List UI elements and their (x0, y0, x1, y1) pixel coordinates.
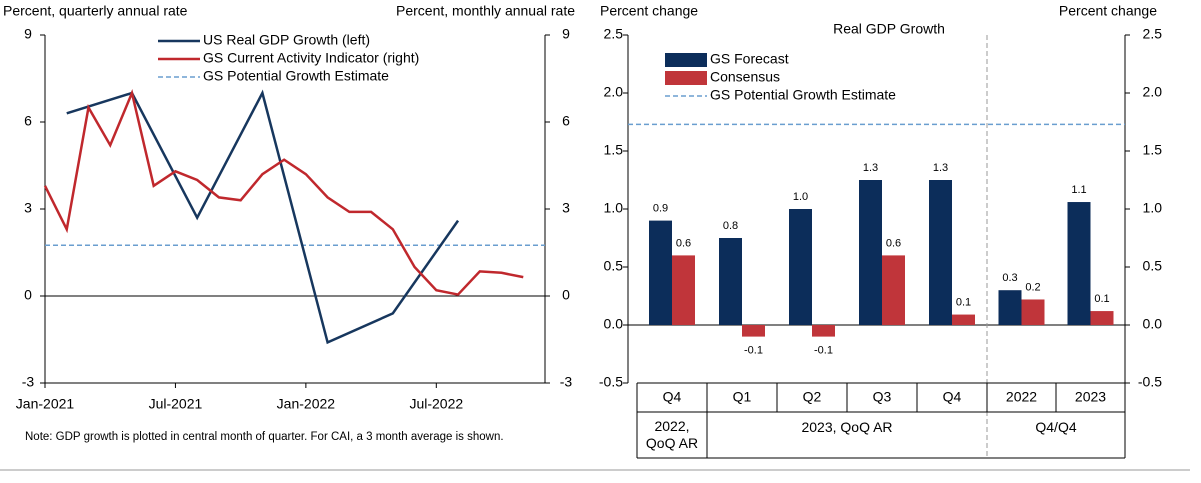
legend-label: GS Potential Growth Estimate (203, 68, 389, 84)
value-label: 0.9 (653, 203, 668, 215)
value-label: 0.3 (1002, 272, 1017, 284)
y-tick-label: 0 (24, 287, 32, 303)
series-line (66, 89, 460, 345)
value-label: 1.0 (793, 191, 808, 203)
bar (998, 290, 1022, 325)
value-label: 0.2 (1025, 281, 1040, 293)
bar (672, 255, 695, 325)
group-label-box: Q4/Q4 (1035, 419, 1077, 435)
bar (859, 180, 882, 325)
bar (1067, 202, 1091, 325)
value-label: -0.1 (814, 345, 833, 357)
x-tick-label: Q4 (663, 389, 682, 405)
y-axis-label-right: Percent, monthly annual rate (396, 3, 575, 19)
group-label: Q4/Q4 (1035, 419, 1077, 435)
y-axis-label-right: Percent change (1059, 3, 1157, 19)
y-tick-label: 2.5 (604, 26, 624, 42)
value-label: 0.6 (886, 237, 901, 249)
chart-title: Real GDP Growth (833, 21, 945, 37)
legend-label: GS Forecast (710, 51, 789, 67)
value-label: -0.1 (744, 345, 763, 357)
bar (882, 255, 905, 325)
y2-tick-label: 6 (562, 113, 570, 129)
legend-swatch (665, 53, 707, 67)
y-tick-label: 0.5 (604, 258, 624, 274)
group-label: 2023, QoQ AR (801, 419, 893, 435)
series-line (43, 88, 524, 296)
note: Note: GDP growth is plotted in central m… (25, 431, 504, 443)
x-tick-label: 2022 (1006, 389, 1037, 405)
bar (812, 325, 835, 337)
bar (789, 209, 812, 325)
group-label-box: 2022, QoQ AR (645, 418, 699, 451)
bar (952, 314, 975, 325)
legend-swatch (665, 71, 707, 85)
y2-tick-label: 1.0 (1143, 200, 1163, 216)
y2-tick-label: 0.5 (1143, 258, 1163, 274)
x-tick-label: 2023 (1075, 389, 1106, 405)
y2-tick-label: 2.5 (1143, 26, 1163, 42)
x-tick-label: Jul-2022 (409, 396, 463, 412)
y-tick-label: 3 (24, 200, 32, 216)
y-tick-label: -0.5 (599, 374, 623, 390)
y-axis-label-left: Percent, quarterly annual rate (3, 3, 188, 19)
y2-tick-label: -0.5 (1138, 374, 1162, 390)
x-tick-label: Jul-2021 (149, 396, 203, 412)
x-tick-label: Q4 (943, 389, 962, 405)
value-label: 1.3 (863, 162, 878, 174)
y-tick-label: 1.5 (604, 142, 624, 158)
bar (649, 220, 672, 325)
bar (1090, 311, 1114, 325)
value-label: 0.6 (676, 237, 691, 249)
y-tick-label: 2.0 (604, 84, 624, 100)
bar (742, 325, 765, 337)
value-label: 0.8 (723, 220, 738, 232)
x-tick-label: Q1 (733, 389, 752, 405)
value-label: 0.1 (956, 296, 971, 308)
bar (929, 180, 952, 325)
y-tick-label: 1.0 (604, 200, 624, 216)
y-tick-label: 9 (24, 26, 32, 42)
value-label: 0.1 (1094, 293, 1109, 305)
y2-tick-label: 2.0 (1143, 84, 1163, 100)
legend-label: US Real GDP Growth (left) (203, 32, 370, 48)
legend-label: GS Current Activity Indicator (right) (203, 50, 419, 66)
bar (719, 238, 742, 325)
y2-tick-label: 3 (562, 200, 570, 216)
group-label: 2022, QoQ AR (645, 418, 699, 451)
x-tick-label: Q3 (873, 389, 892, 405)
bar (1021, 299, 1045, 325)
x-tick-label: Jan-2022 (277, 396, 336, 412)
group-label-box: 2023, QoQ AR (801, 419, 893, 435)
x-tick-label: Q2 (803, 389, 822, 405)
y-axis-label-left: Percent change (600, 3, 698, 19)
value-label: 1.3 (933, 162, 948, 174)
y2-tick-label: 0 (562, 287, 570, 303)
y2-tick-label: 9 (562, 26, 570, 42)
y-tick-label: -3 (22, 374, 35, 390)
y2-tick-label: 1.5 (1143, 142, 1163, 158)
y-tick-label: 6 (24, 113, 32, 129)
y2-tick-label: -3 (560, 374, 573, 390)
y-tick-label: 0.0 (604, 316, 624, 332)
x-tick-label: Jan-2021 (16, 396, 75, 412)
y2-tick-label: 0.0 (1143, 316, 1163, 332)
legend-label: Consensus (710, 69, 780, 85)
legend-label: GS Potential Growth Estimate (710, 87, 896, 103)
value-label: 1.1 (1071, 184, 1086, 196)
